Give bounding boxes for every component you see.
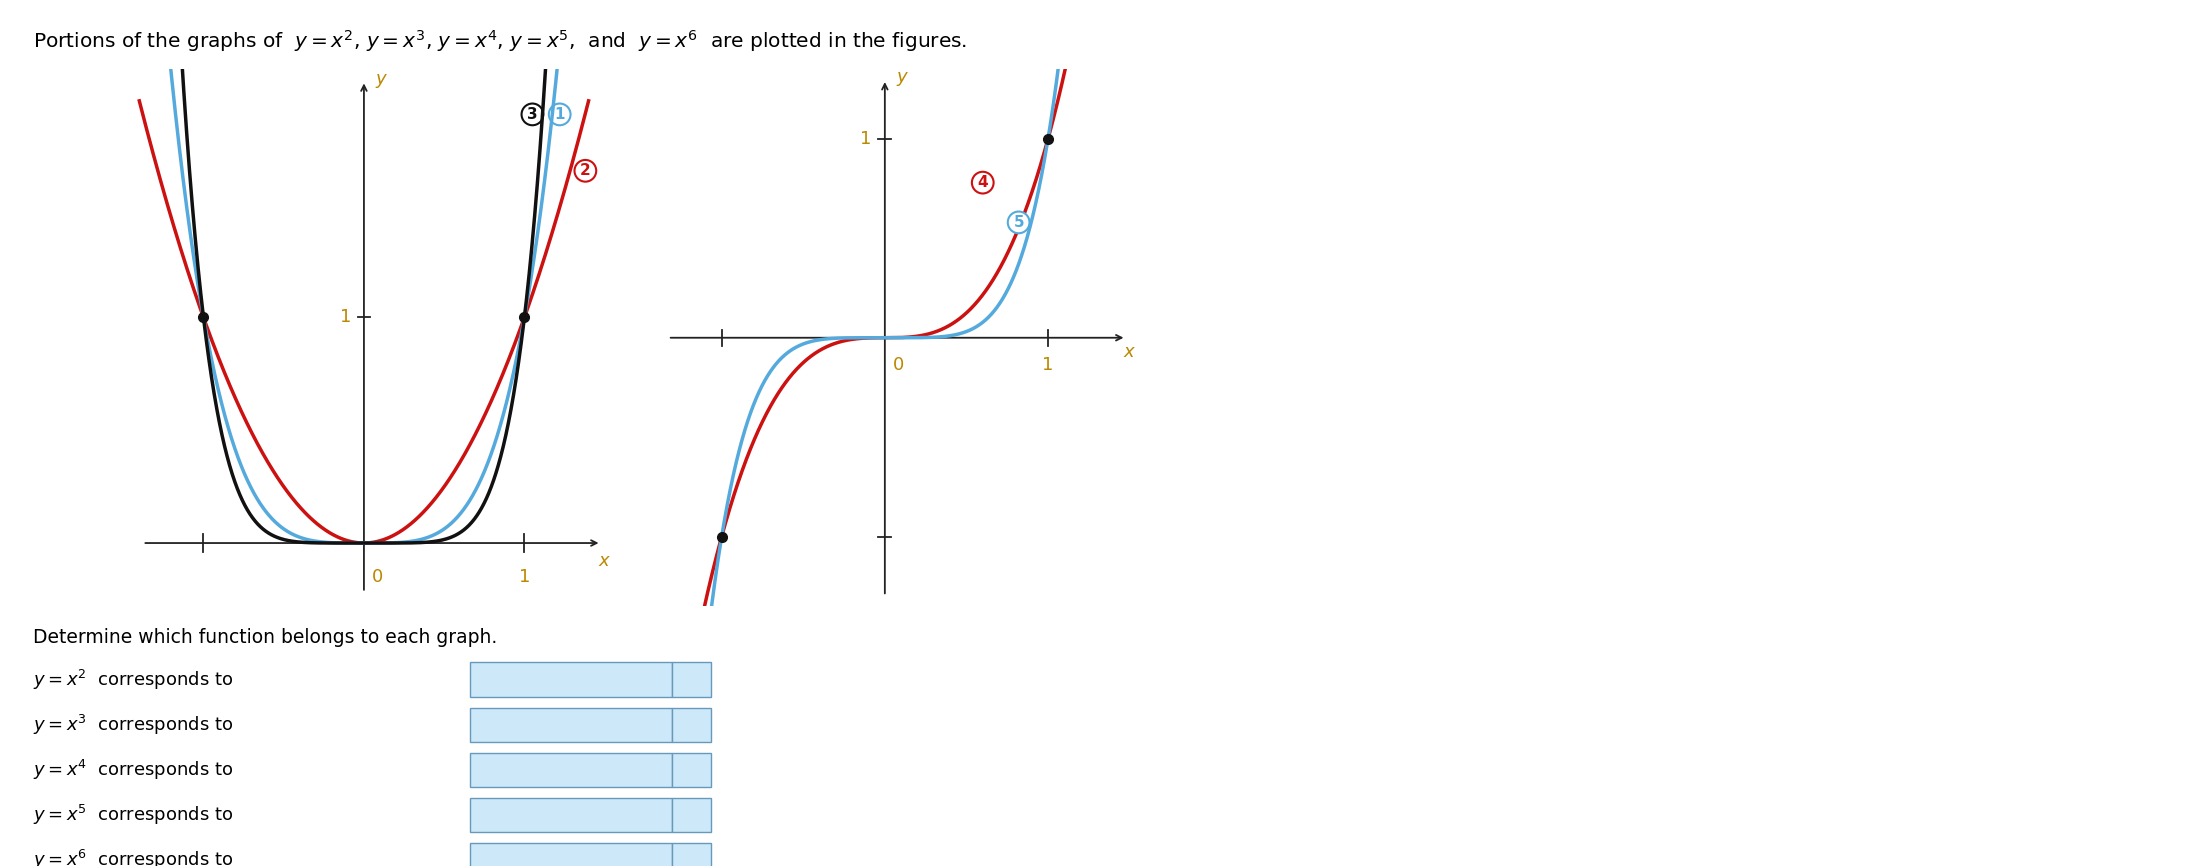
Text: 0: 0 bbox=[372, 568, 383, 585]
Text: $x$: $x$ bbox=[1122, 343, 1136, 360]
Text: ---Select---: ---Select--- bbox=[481, 852, 558, 866]
Text: ▲: ▲ bbox=[689, 760, 694, 766]
Text: $y = x^2$  corresponds to: $y = x^2$ corresponds to bbox=[33, 668, 234, 692]
Text: ---Select---: ---Select--- bbox=[481, 717, 558, 733]
Text: ▼: ▼ bbox=[689, 684, 694, 689]
Text: 1: 1 bbox=[554, 107, 565, 122]
Text: ▲: ▲ bbox=[689, 670, 694, 675]
Text: 0: 0 bbox=[893, 356, 904, 373]
Text: $x$: $x$ bbox=[597, 553, 610, 570]
Text: ▼: ▼ bbox=[689, 819, 694, 824]
Text: ▼: ▼ bbox=[689, 774, 694, 779]
Text: 2: 2 bbox=[580, 164, 591, 178]
Text: 5: 5 bbox=[1013, 215, 1024, 229]
Text: ▲: ▲ bbox=[689, 715, 694, 721]
Text: $y = x^4$  corresponds to: $y = x^4$ corresponds to bbox=[33, 758, 234, 782]
Text: $y = x^6$  corresponds to: $y = x^6$ corresponds to bbox=[33, 848, 234, 866]
Text: ▲: ▲ bbox=[689, 850, 694, 856]
Text: ▲: ▲ bbox=[689, 805, 694, 811]
Text: 1: 1 bbox=[860, 130, 871, 148]
Text: ---Select---: ---Select--- bbox=[481, 762, 558, 778]
Text: 3: 3 bbox=[527, 107, 538, 122]
Text: $y$: $y$ bbox=[897, 70, 910, 88]
Text: 1: 1 bbox=[1041, 356, 1055, 373]
Text: ▼: ▼ bbox=[689, 729, 694, 734]
Text: ▼: ▼ bbox=[689, 864, 694, 866]
Text: 1: 1 bbox=[519, 568, 529, 585]
Text: $y = x^3$  corresponds to: $y = x^3$ corresponds to bbox=[33, 713, 234, 737]
Text: $y = x^5$  corresponds to: $y = x^5$ corresponds to bbox=[33, 803, 234, 827]
Text: ---Select---: ---Select--- bbox=[481, 672, 558, 688]
Text: Portions of the graphs of  $y = x^2$, $y = x^3$, $y = x^4$, $y = x^5$,  and  $y : Portions of the graphs of $y = x^2$, $y … bbox=[33, 28, 967, 54]
Text: 1: 1 bbox=[339, 308, 350, 326]
Text: ---Select---: ---Select--- bbox=[481, 807, 558, 823]
Text: Determine which function belongs to each graph.: Determine which function belongs to each… bbox=[33, 628, 497, 647]
Text: 4: 4 bbox=[978, 175, 989, 191]
Text: $y$: $y$ bbox=[374, 72, 389, 89]
